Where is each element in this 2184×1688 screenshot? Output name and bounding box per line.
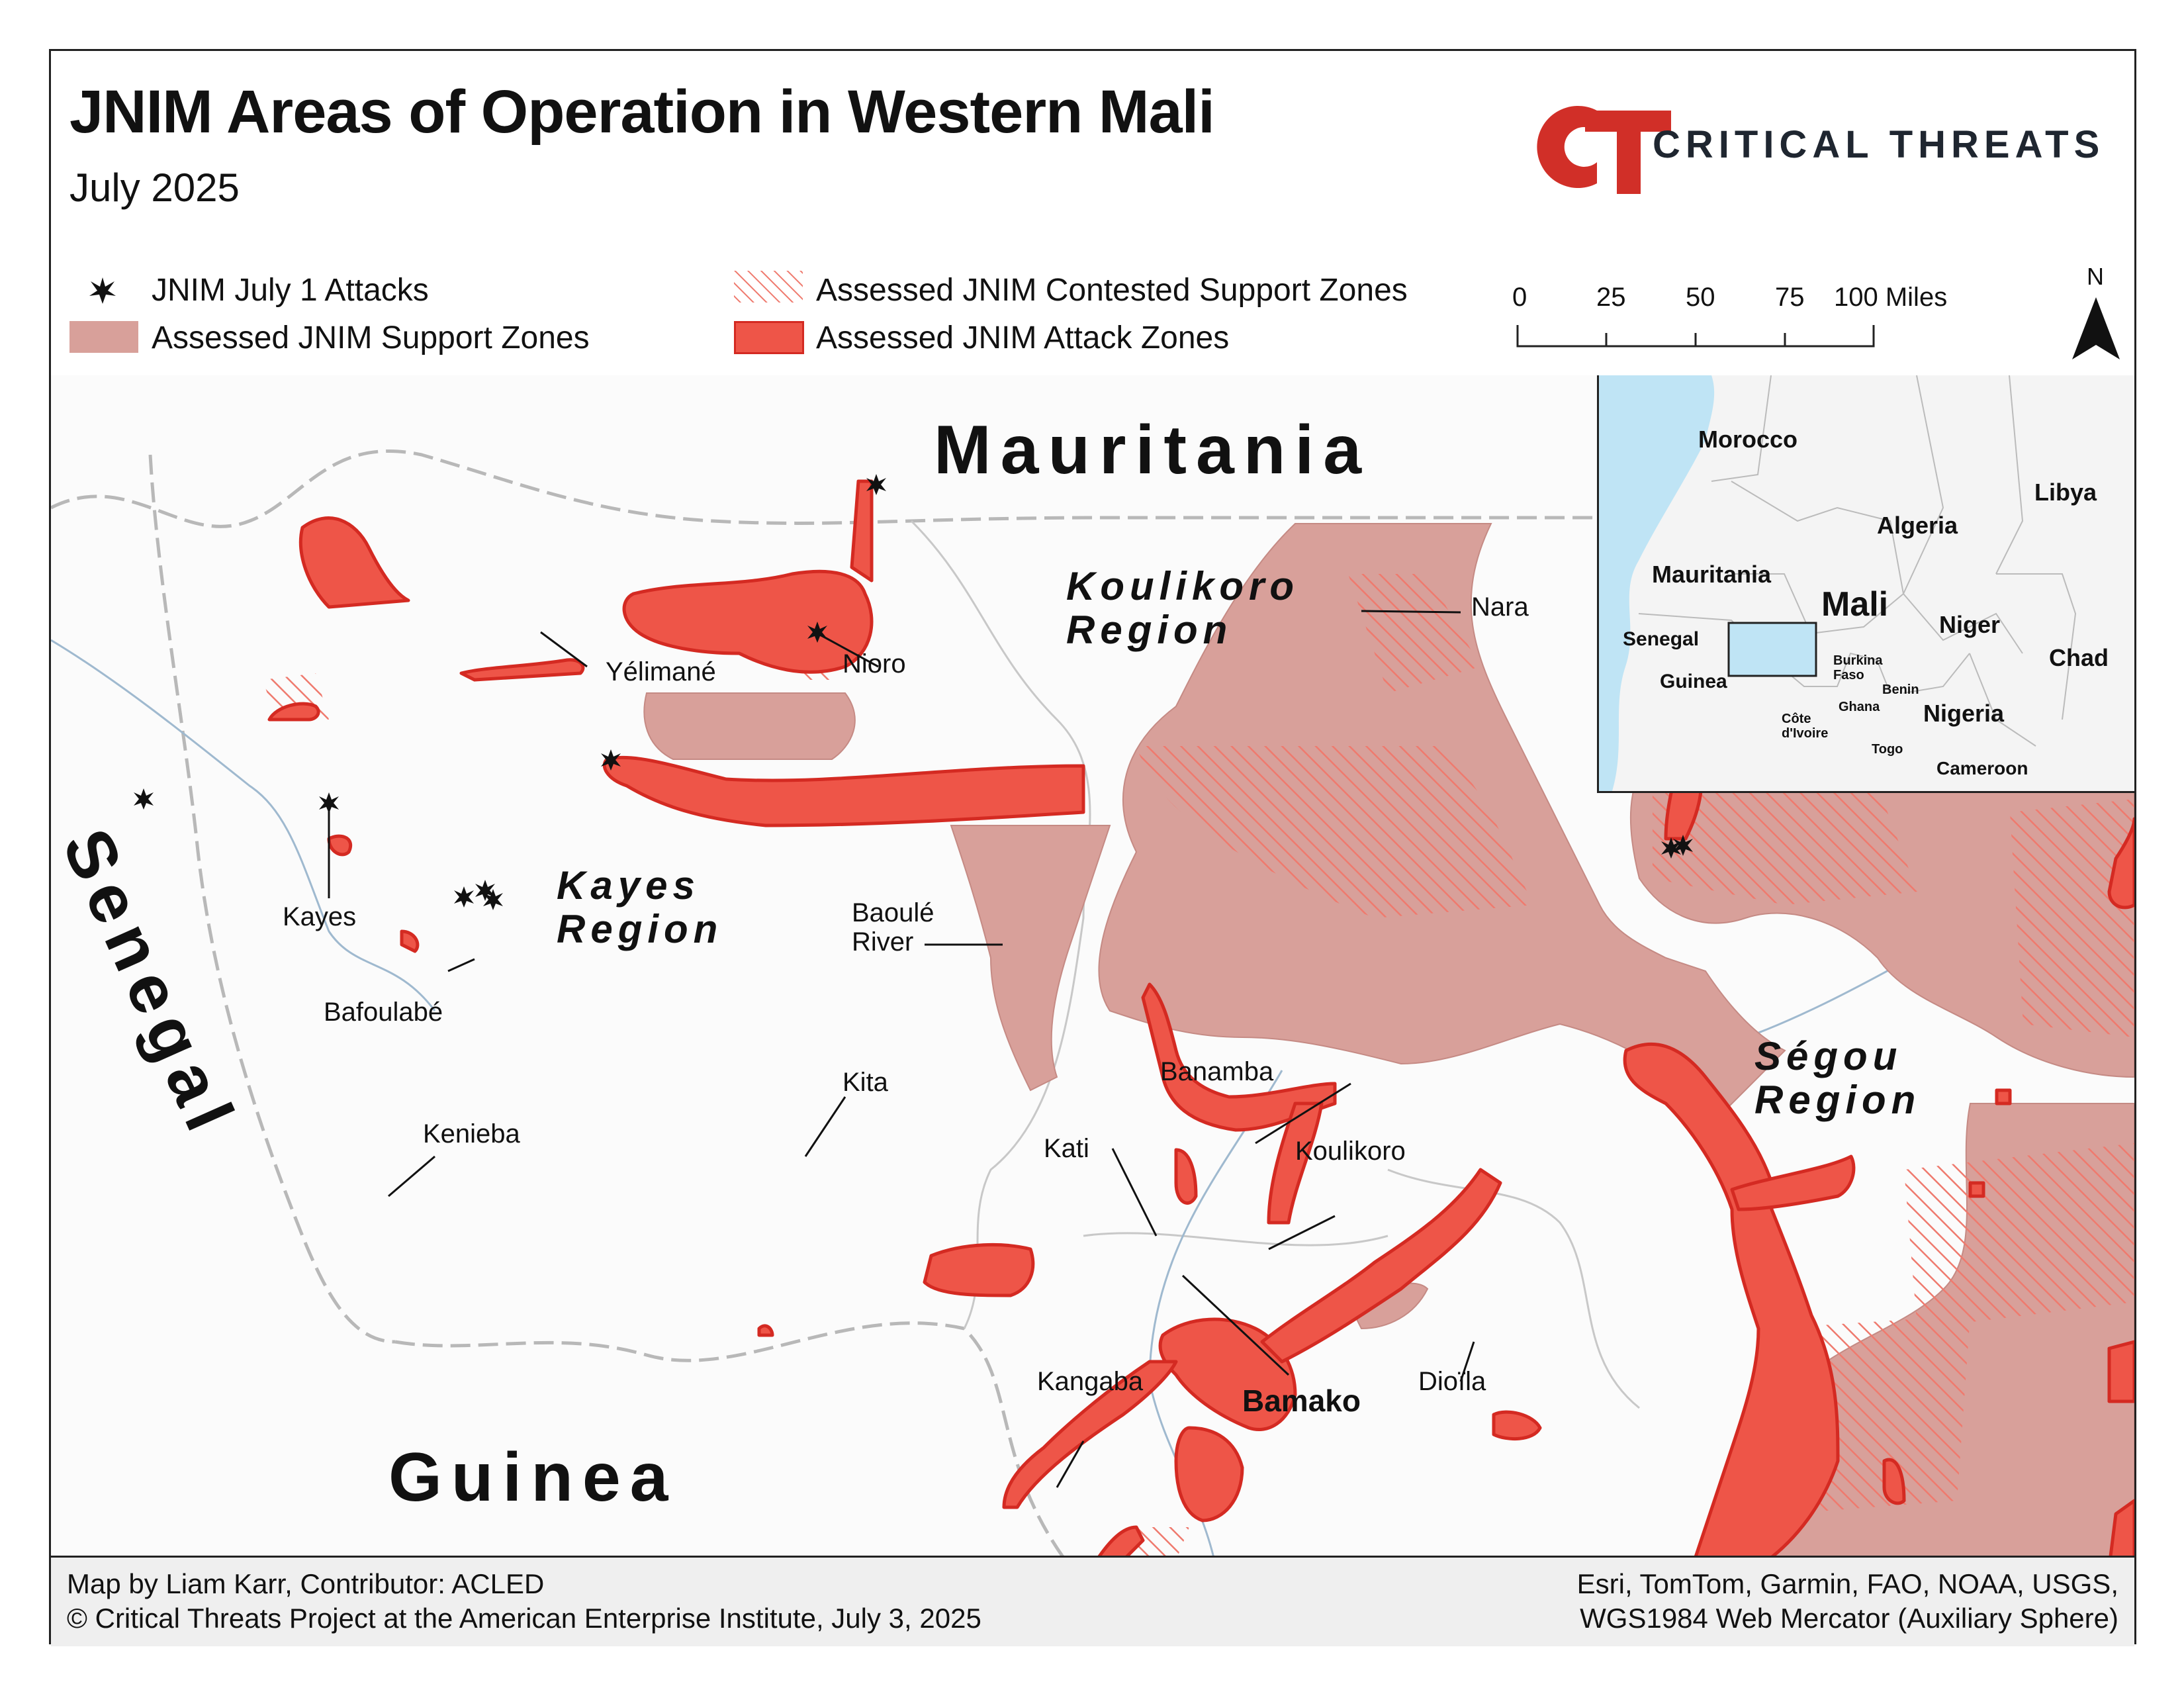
inset-cote-line1: Côte xyxy=(1782,712,1811,726)
country-label-guinea: Guinea xyxy=(388,1439,678,1516)
inset-label-cote: Côte d'Ivoire xyxy=(1782,712,1828,741)
inset-label-libya: Libya xyxy=(2034,479,2097,506)
footer-author: Map by Liam Karr, Contributor: ACLED xyxy=(67,1568,545,1599)
country-label-mauritania: Mauritania xyxy=(934,412,1371,489)
inset-extent-box xyxy=(1727,622,1817,677)
inset-label-nigeria: Nigeria xyxy=(1923,700,2005,727)
place-label-kangaba: Kangaba xyxy=(1037,1367,1144,1396)
baoule-river-line2: River xyxy=(852,927,914,957)
map-frame: JNIM Areas of Operation in Western Mali … xyxy=(49,49,2136,1646)
inset-label-mauritania: Mauritania xyxy=(1652,561,1772,588)
inset-locator-map: Morocco Libya Algeria Mauritania Mali Ni… xyxy=(1597,375,2134,793)
inset-cote-line2: d'Ivoire xyxy=(1782,726,1829,741)
scale-line xyxy=(1516,325,1875,348)
place-label-dioila: Dioïla xyxy=(1418,1367,1486,1396)
north-arrow: N xyxy=(2067,263,2126,369)
region-kayes-line1: Kayes xyxy=(557,863,700,908)
inset-label-cameroon: Cameroon xyxy=(1936,758,2028,778)
leader-lines xyxy=(328,610,1475,1488)
place-label-nioro: Nioro xyxy=(842,649,906,679)
place-label-yelimane: Yélimané xyxy=(606,657,716,686)
main-map: Mauritania Senegal Guinea Koulikoro Regi… xyxy=(51,375,2134,1567)
scale-tick-50: 50 xyxy=(1686,283,1715,312)
region-segou-line2: Region xyxy=(1754,1078,1921,1122)
inset-canvas xyxy=(1612,375,2134,791)
inset-label-ghana: Ghana xyxy=(1839,700,1880,714)
north-arrow-icon xyxy=(2072,297,2120,359)
inset-label-niger: Niger xyxy=(1939,611,2001,638)
place-label-bafoulabe: Bafoulabé xyxy=(324,998,443,1027)
region-segou-line1: Ségou xyxy=(1754,1034,1903,1078)
support-zone-swatch xyxy=(69,321,138,353)
inset-label-burkina: Burkina Faso xyxy=(1833,653,1882,682)
scale-tick-100: 100 Miles xyxy=(1834,283,1948,312)
footer-projection: WGS1984 Web Mercator (Auxiliary Sphere) xyxy=(1580,1603,2118,1634)
scale-tick-75: 75 xyxy=(1775,283,1805,312)
region-koulikoro-line2: Region xyxy=(1066,608,1233,652)
place-label-nara: Nara xyxy=(1471,592,1529,622)
attack-star-icon xyxy=(89,277,116,304)
map-title: JNIM Areas of Operation in Western Mali xyxy=(69,78,1215,146)
inset-burkina-line1: Burkina xyxy=(1833,653,1883,668)
map-footer: Map by Liam Karr, Contributor: ACLED © C… xyxy=(51,1556,2134,1646)
place-label-kayes: Kayes xyxy=(283,902,357,931)
attack-zone-swatch xyxy=(734,321,804,354)
inset-label-guinea: Guinea xyxy=(1660,671,1727,692)
place-label-kati: Kati xyxy=(1044,1134,1089,1163)
map-canvas xyxy=(51,375,2134,1567)
contested-zone-swatch xyxy=(734,271,803,303)
region-label-koulikoro: Koulikoro Region xyxy=(1066,565,1299,652)
inset-label-benin: Benin xyxy=(1882,682,1919,697)
region-kayes-line2: Region xyxy=(557,907,723,951)
attack-zones xyxy=(267,479,2134,1567)
legend-attacks-label: JNIM July 1 Attacks xyxy=(152,273,429,308)
logo-wordmark: CRITICAL THREATS xyxy=(1653,123,2105,166)
region-label-segou: Ségou Region xyxy=(1754,1035,1921,1122)
legend-support-label: Assessed JNIM Support Zones xyxy=(152,320,590,355)
inset-label-senegal: Senegal xyxy=(1623,628,1700,650)
inset-burkina-line2: Faso xyxy=(1833,668,1864,682)
scale-bar: 0 25 50 75 100 Miles xyxy=(1512,283,1947,362)
inset-label-chad: Chad xyxy=(2049,644,2109,671)
north-label: N xyxy=(2087,263,2104,290)
place-label-kita: Kita xyxy=(842,1068,888,1097)
legend-contested-label: Assessed JNIM Contested Support Zones xyxy=(816,273,1408,308)
place-label-bamako: Bamako xyxy=(1242,1383,1361,1418)
footer-data-sources: Esri, TomTom, Garmin, FAO, NOAA, USGS, xyxy=(1576,1568,2118,1599)
baoule-river-line1: Baoulé xyxy=(852,898,934,927)
footer-credits: Map by Liam Karr, Contributor: ACLED © C… xyxy=(67,1567,981,1636)
region-koulikoro-line1: Koulikoro xyxy=(1066,564,1299,608)
map-header: JNIM Areas of Operation in Western Mali … xyxy=(51,51,2134,377)
place-label-koulikoro: Koulikoro xyxy=(1295,1137,1406,1166)
inset-label-togo: Togo xyxy=(1872,742,1903,757)
place-label-baoule-river: Baoulé River xyxy=(852,898,934,957)
place-label-banamba: Banamba xyxy=(1160,1057,1274,1086)
attack-markers xyxy=(134,474,1693,910)
ct-logo-icon xyxy=(1537,106,1671,194)
legend-attack-zone-label: Assessed JNIM Attack Zones xyxy=(816,320,1230,355)
place-label-kenieba: Kenieba xyxy=(423,1119,520,1149)
footer-copyright: © Critical Threats Project at the Americ… xyxy=(67,1603,981,1634)
region-label-kayes: Kayes Region xyxy=(557,864,723,951)
inset-label-mali: Mali xyxy=(1821,585,1889,624)
map-date: July 2025 xyxy=(69,165,240,210)
inset-label-algeria: Algeria xyxy=(1877,512,1958,539)
inset-label-morocco: Morocco xyxy=(1698,426,1798,453)
scale-tick-25: 25 xyxy=(1596,283,1626,312)
footer-sources: Esri, TomTom, Garmin, FAO, NOAA, USGS, W… xyxy=(1577,1567,2118,1636)
scale-tick-0: 0 xyxy=(1512,283,1527,312)
